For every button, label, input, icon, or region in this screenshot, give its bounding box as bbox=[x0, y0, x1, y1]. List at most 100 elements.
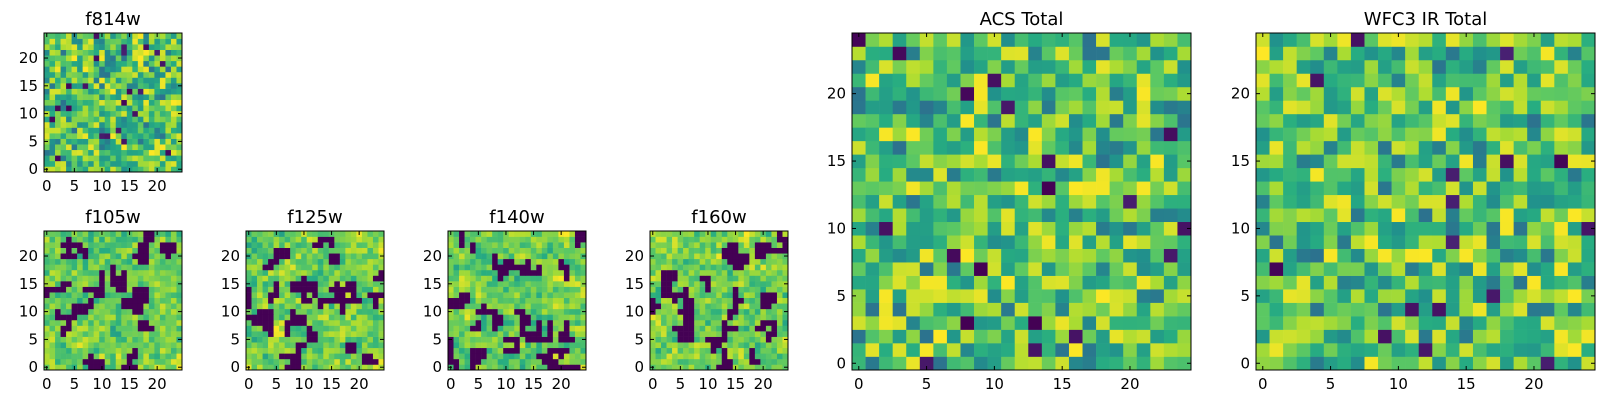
heatmap-cell bbox=[530, 281, 537, 287]
heatmap-cell bbox=[475, 242, 482, 248]
heatmap-cell bbox=[262, 269, 269, 276]
heatmap-cell bbox=[541, 325, 548, 332]
heatmap-cell bbox=[1283, 329, 1297, 344]
heatmap-cell bbox=[55, 281, 61, 287]
heatmap-cell bbox=[508, 231, 515, 237]
heatmap-cell bbox=[1096, 140, 1110, 155]
heatmap-cell bbox=[115, 353, 122, 360]
heatmap-cell bbox=[705, 336, 712, 343]
heatmap-cell bbox=[104, 247, 111, 254]
heatmap-cell bbox=[574, 292, 581, 299]
heatmap-cell bbox=[1310, 194, 1325, 209]
heatmap-cell bbox=[1109, 316, 1124, 330]
heatmap-cell bbox=[44, 71, 50, 78]
heatmap-cell bbox=[290, 347, 296, 354]
y-tick-label: 0 bbox=[28, 160, 38, 178]
heatmap-cell bbox=[1177, 221, 1192, 236]
heatmap-cell bbox=[115, 166, 122, 173]
heatmap-cell bbox=[716, 358, 723, 365]
heatmap-cell bbox=[738, 275, 745, 282]
heatmap-cell bbox=[459, 314, 465, 321]
heatmap-cell bbox=[1177, 167, 1192, 182]
heatmap-cell bbox=[1109, 235, 1124, 249]
heatmap-cell bbox=[1581, 235, 1596, 249]
heatmap-cell bbox=[88, 231, 94, 237]
heatmap-cell bbox=[273, 281, 280, 287]
heatmap-cell bbox=[262, 286, 269, 293]
heatmap-cell bbox=[580, 264, 587, 271]
heatmap-cell bbox=[159, 247, 166, 254]
heatmap-cell bbox=[49, 71, 56, 78]
heatmap-cell bbox=[497, 308, 504, 315]
heatmap-cell bbox=[1028, 100, 1043, 115]
heatmap-cell bbox=[530, 253, 537, 260]
heatmap-cell bbox=[126, 314, 133, 321]
heatmap-cell bbox=[574, 319, 581, 326]
heatmap-cell bbox=[82, 353, 89, 360]
heatmap-cell bbox=[892, 194, 907, 209]
heatmap-cell bbox=[350, 308, 357, 315]
heatmap-cell bbox=[82, 231, 89, 237]
heatmap-cell bbox=[170, 281, 177, 287]
heatmap-cell bbox=[1256, 248, 1270, 263]
heatmap-cell bbox=[710, 347, 717, 354]
y-tick-label: 15 bbox=[19, 77, 38, 95]
heatmap-cell bbox=[170, 325, 177, 332]
heatmap-cell bbox=[143, 160, 150, 167]
heatmap-cell bbox=[1150, 235, 1165, 249]
heatmap-cell bbox=[143, 38, 150, 45]
heatmap-cell bbox=[536, 292, 543, 299]
heatmap-cell bbox=[1445, 181, 1460, 196]
heatmap-cell bbox=[121, 38, 128, 45]
heatmap-cell bbox=[1472, 140, 1487, 155]
heatmap-cell bbox=[126, 160, 133, 167]
heatmap-cell bbox=[464, 247, 471, 254]
heatmap-cell bbox=[1041, 208, 1056, 223]
heatmap-cell bbox=[1391, 289, 1406, 303]
heatmap-cell bbox=[1391, 275, 1406, 290]
heatmap-cell bbox=[165, 110, 172, 117]
heatmap-cell bbox=[93, 264, 100, 271]
heatmap-cell bbox=[650, 314, 656, 321]
heatmap-cell bbox=[49, 83, 56, 89]
heatmap-cell bbox=[987, 208, 1002, 223]
heatmap-cell bbox=[776, 347, 783, 354]
heatmap-cell bbox=[77, 242, 83, 248]
heatmap-cell bbox=[1527, 262, 1542, 276]
heatmap-cell bbox=[946, 194, 961, 209]
heatmap-cell bbox=[1014, 248, 1029, 263]
heatmap-cell bbox=[55, 314, 61, 321]
heatmap-cell bbox=[170, 133, 177, 139]
heatmap-cell bbox=[1432, 356, 1447, 371]
heatmap-cell bbox=[66, 264, 72, 271]
heatmap-cell bbox=[960, 302, 975, 317]
heatmap-cell bbox=[879, 316, 893, 330]
heatmap-cell bbox=[60, 331, 67, 337]
heatmap-cell bbox=[580, 314, 587, 321]
heatmap-cell bbox=[301, 264, 308, 271]
heatmap-cell bbox=[464, 308, 471, 315]
heatmap-cell bbox=[1177, 235, 1192, 249]
heatmap-cell bbox=[464, 292, 471, 299]
heatmap-cell bbox=[677, 297, 684, 304]
heatmap-cell bbox=[176, 342, 183, 349]
heatmap-cell bbox=[906, 208, 921, 223]
heatmap-cell bbox=[165, 38, 172, 45]
heatmap-cell bbox=[1082, 208, 1097, 223]
heatmap-cell bbox=[1136, 73, 1151, 88]
x-tick-label: 5 bbox=[922, 375, 932, 393]
heatmap-cell bbox=[699, 264, 706, 271]
heatmap-cell bbox=[721, 325, 728, 332]
heatmap-cell bbox=[666, 319, 673, 326]
heatmap-cell bbox=[1459, 235, 1474, 249]
heatmap-cell bbox=[1391, 59, 1406, 74]
heatmap-cell bbox=[1378, 302, 1392, 317]
heatmap-cell bbox=[1177, 343, 1192, 357]
heatmap-cell bbox=[317, 319, 324, 326]
heatmap-cell bbox=[749, 336, 756, 343]
heatmap-cell bbox=[328, 292, 335, 299]
heatmap-cell bbox=[55, 319, 61, 326]
heatmap-cell bbox=[339, 275, 346, 282]
heatmap-cell bbox=[104, 258, 111, 265]
heatmap-cell bbox=[66, 166, 72, 173]
